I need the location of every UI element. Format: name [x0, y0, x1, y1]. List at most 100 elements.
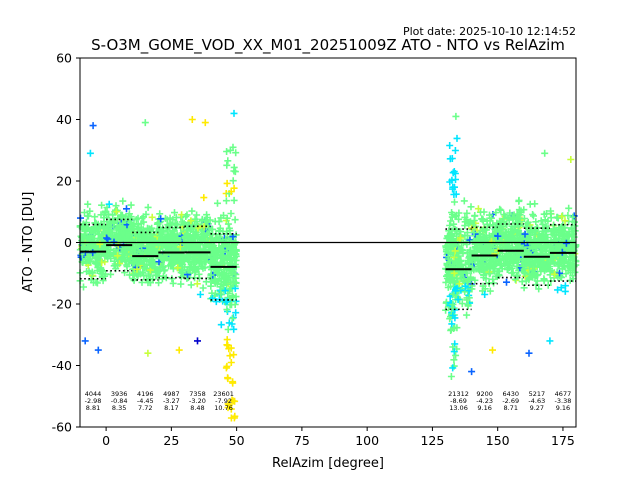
scatter-point: [550, 237, 558, 245]
scatter-point: [169, 240, 176, 248]
scatter-point: [457, 234, 464, 242]
bin-mean-label: -3.38: [555, 397, 572, 405]
scatter-point: [174, 264, 182, 272]
scatter-point: [171, 209, 178, 217]
scatter-point: [521, 265, 529, 272]
scatter-point: [91, 213, 99, 221]
scatter-point: [520, 268, 528, 276]
scatter-point: [537, 217, 545, 225]
scatter-point: [558, 213, 566, 221]
scatter-point: [157, 215, 165, 223]
scatter-point: [230, 167, 238, 175]
scatter-point: [230, 351, 238, 359]
bin-std-label: 8.81: [86, 404, 100, 412]
scatter-point: [515, 255, 523, 263]
scatter-point: [470, 229, 478, 236]
scatter-point: [480, 255, 488, 263]
scatter-point: [85, 255, 93, 263]
scatter-point: [80, 283, 87, 291]
scatter-point: [213, 259, 221, 267]
scatter-point: [224, 400, 232, 408]
scatter-point: [113, 207, 121, 214]
scatter-point: [456, 280, 463, 288]
x-tick-label: 125: [420, 433, 444, 448]
scatter-point: [530, 270, 538, 278]
scatter-point: [231, 240, 239, 248]
scatter-point: [547, 207, 555, 215]
scatter-point: [105, 200, 113, 208]
scatter-point: [196, 291, 204, 298]
scatter-point: [223, 179, 231, 187]
scatter-point: [227, 359, 235, 366]
scatter-point: [552, 253, 560, 261]
scatter-point: [87, 227, 95, 235]
scatter-point: [143, 229, 150, 237]
scatter-point: [207, 271, 215, 279]
scatter-point: [492, 209, 500, 217]
scatter-point: [556, 269, 563, 277]
scatter-point: [541, 247, 549, 255]
scatter-point: [544, 217, 552, 225]
scatter-point: [513, 233, 521, 241]
scatter-point: [193, 211, 201, 219]
scatter-point: [496, 205, 504, 213]
scatter-point: [567, 156, 575, 163]
scatter-point: [81, 233, 89, 241]
scatter-point: [80, 242, 88, 250]
scatter-point: [81, 209, 88, 216]
scatter-point: [223, 248, 231, 256]
scatter-point: [176, 243, 184, 251]
scatter-point: [488, 255, 496, 263]
scatter-point: [504, 265, 512, 273]
x-axis-label: RelAzim [degree]: [272, 456, 384, 471]
scatter-point: [535, 285, 543, 293]
scatter-point: [463, 296, 471, 304]
scatter-point: [449, 364, 457, 372]
scatter-point: [508, 222, 516, 230]
scatter-point: [229, 397, 237, 405]
scatter-point: [184, 266, 192, 274]
scatter-point: [158, 255, 166, 263]
scatter-point: [114, 252, 122, 260]
x-tick-label: 50: [229, 433, 245, 448]
scatter-point: [86, 149, 94, 157]
scatter-point: [130, 258, 137, 266]
scatter-point: [223, 297, 231, 305]
y-tick-label: 60: [56, 51, 72, 66]
chart-title: S-O3M_GOME_VOD_XX_M01_20251009Z ATO - NT…: [91, 36, 565, 55]
scatter-point: [144, 349, 152, 357]
scatter-point: [188, 116, 196, 123]
scatter-point: [451, 247, 459, 255]
scatter-point: [224, 276, 232, 284]
scatter-point: [145, 270, 152, 278]
bin-count-label: 6430: [502, 390, 519, 398]
scatter-point: [548, 230, 556, 238]
scatter-point: [531, 200, 539, 208]
y-tick-label: 20: [56, 174, 72, 189]
scatter-point: [464, 278, 472, 286]
scatter-point: [201, 264, 209, 272]
scatter-point: [455, 242, 463, 250]
scatter-point: [223, 214, 231, 222]
scatter-point: [227, 210, 235, 217]
scatter-point: [494, 268, 502, 275]
x-tick-label: 0: [102, 433, 110, 448]
bin-mean-label: -4.23: [476, 397, 493, 405]
ticks-layer: 0 25 50 75 100 125 150 175 -60 -40 -20 0 20 40 60: [52, 51, 575, 449]
scatter-point: [503, 278, 510, 286]
scatter-point: [525, 349, 533, 357]
bin-std-label: 9.16: [556, 404, 570, 412]
scatter-point: [446, 142, 454, 149]
scatter-point: [167, 230, 175, 238]
scatter-point: [533, 277, 541, 285]
scatter-point: [144, 203, 152, 211]
scatter-point: [539, 220, 547, 228]
scatter-point: [515, 196, 523, 204]
scatter-point: [211, 279, 219, 287]
scatter-point: [215, 218, 223, 226]
scatter-point: [224, 342, 232, 349]
scatter-point: [230, 325, 238, 333]
scatter-point: [569, 266, 577, 274]
scatter-point: [128, 222, 136, 230]
scatter-point: [461, 222, 469, 230]
